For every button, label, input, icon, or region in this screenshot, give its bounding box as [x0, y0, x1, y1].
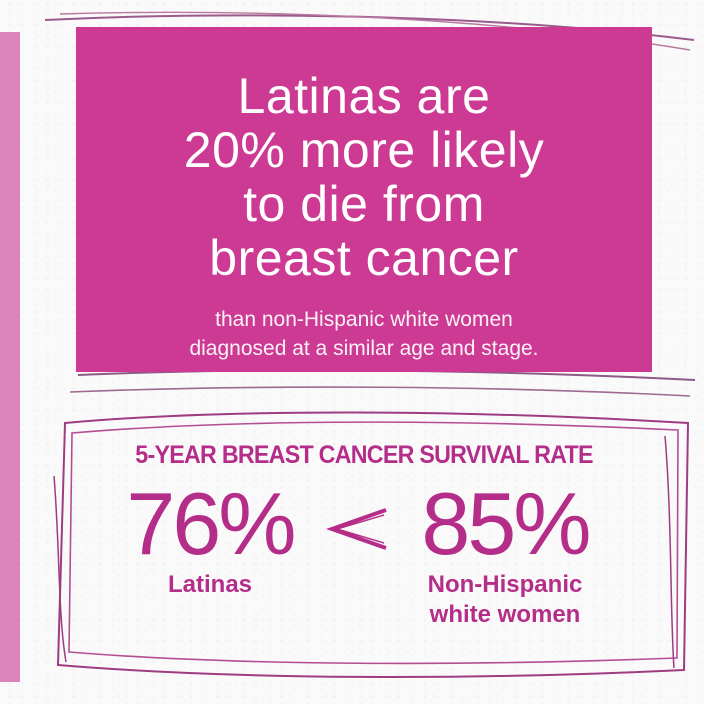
- latinas-label: Latinas: [167, 571, 253, 598]
- less-than-icon: [325, 508, 387, 550]
- survival-rate-box: 5-YEAR BREAST CANCER SURVIVAL RATE 76% L…: [76, 428, 652, 656]
- headline-line-2: 20% more likely: [183, 122, 545, 178]
- non-hispanic-white-rate-value: 85%: [421, 474, 591, 573]
- subtext-line-1: than non-Hispanic white women: [215, 308, 513, 331]
- headline-line-4: breast cancer: [209, 230, 519, 286]
- headline-card: Latinas are 20% more likely to die from …: [76, 27, 652, 372]
- latinas-stat: 76% Latinas: [114, 478, 306, 600]
- latinas-rate-value: 76%: [126, 474, 296, 573]
- headline-line-3: to die from: [243, 176, 485, 232]
- left-edge-pink-stripe: [0, 32, 20, 682]
- survival-rate-title: 5-YEAR BREAST CANCER SURVIVAL RATE: [135, 441, 593, 469]
- subtext-line-2: diagnosed at a similar age and stage.: [189, 337, 539, 360]
- headline: Latinas are 20% more likely to die from …: [76, 69, 652, 285]
- non-hispanic-white-stat: 85% Non-Hispanic white women: [382, 478, 628, 630]
- headline-subtext: than non-Hispanic white women diagnosed …: [76, 305, 652, 363]
- non-hispanic-white-label-line-2: white women: [429, 601, 581, 628]
- headline-line-1: Latinas are: [237, 68, 491, 124]
- non-hispanic-white-label-line-1: Non-Hispanic: [427, 571, 583, 598]
